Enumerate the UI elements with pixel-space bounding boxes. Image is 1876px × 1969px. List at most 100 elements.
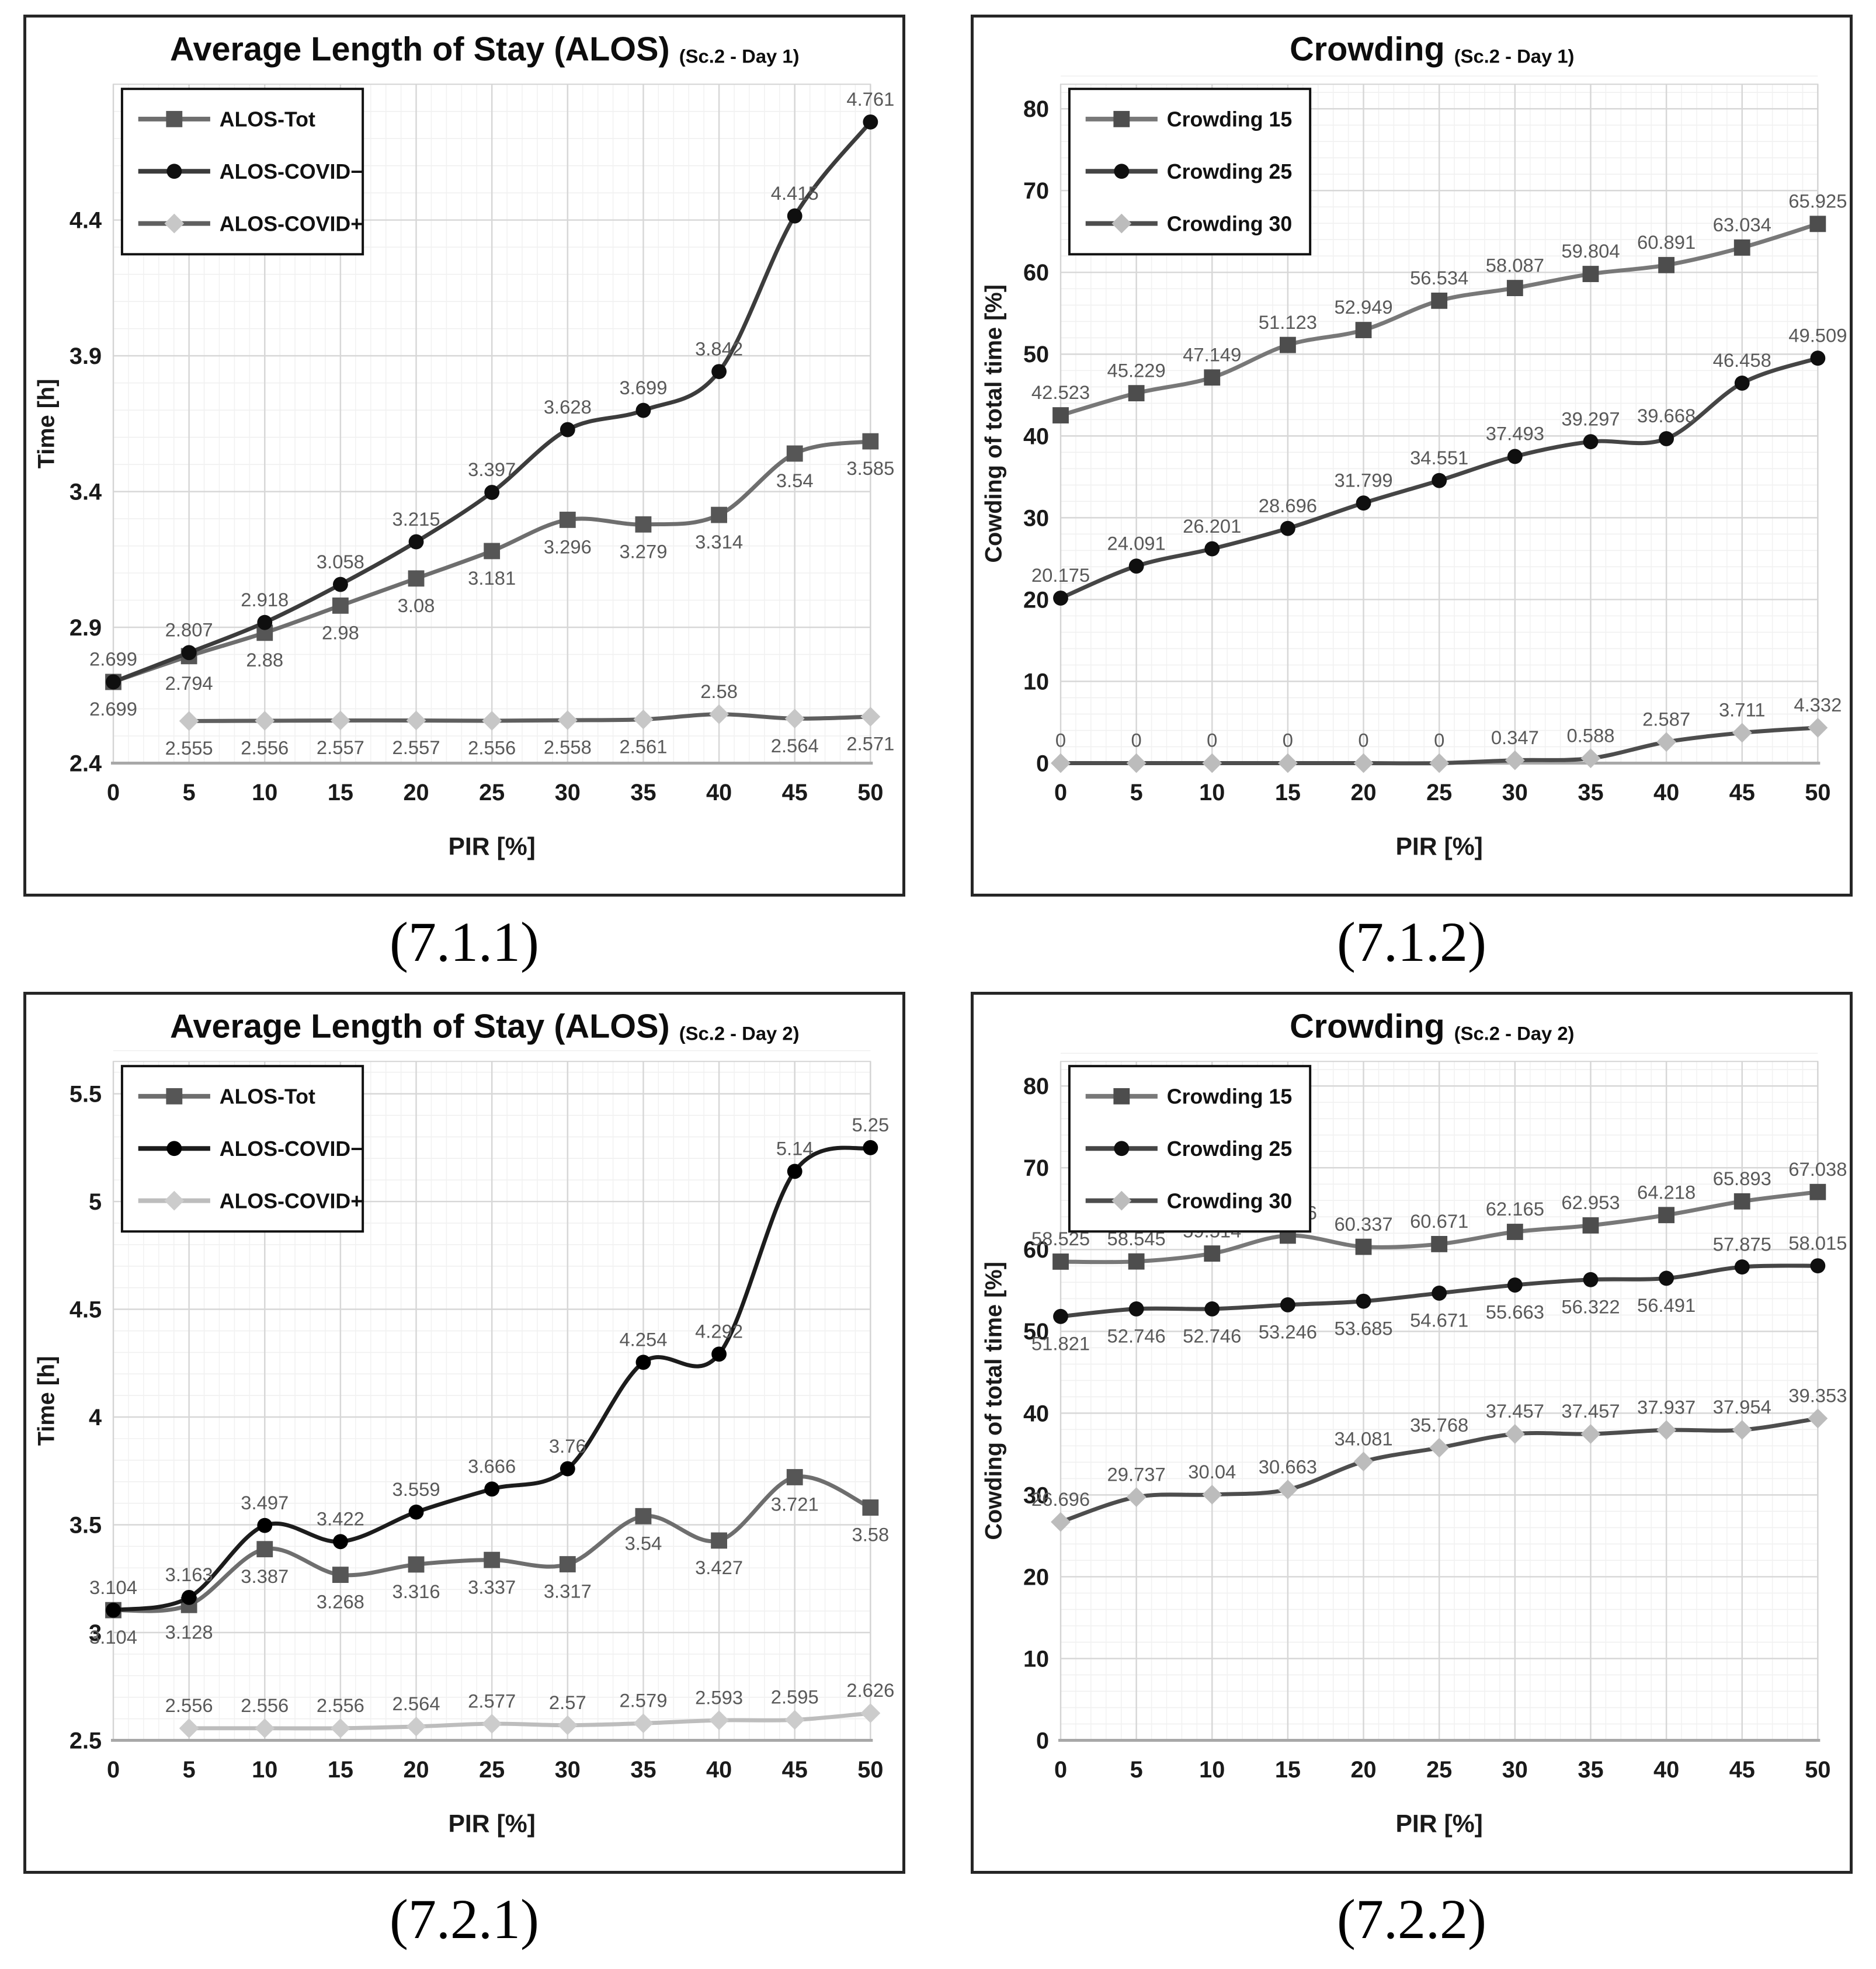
data-label: 37.493 (1486, 423, 1544, 444)
diamond-marker (709, 704, 729, 724)
chart-legend: Crowding 15 Crowding 25 Crowding 30 (1068, 88, 1312, 256)
circle-marker (257, 1517, 273, 1533)
data-label: 46.458 (1713, 349, 1771, 371)
data-label: 2.57 (549, 1692, 586, 1713)
y-tick-label: 3.9 (70, 343, 102, 369)
square-marker (1809, 1183, 1826, 1200)
data-label: 3.585 (846, 457, 894, 479)
square-marker (1052, 407, 1069, 423)
square-marker (332, 1567, 349, 1583)
data-label: 24.091 (1107, 532, 1166, 554)
data-label: 2.555 (165, 737, 213, 759)
diamond-marker (1656, 732, 1676, 752)
data-label: 2.558 (544, 737, 592, 758)
data-label: 49.509 (1788, 324, 1847, 346)
circle-marker (1659, 1270, 1674, 1286)
square-marker (166, 1088, 183, 1105)
data-label: 51.821 (1031, 1332, 1090, 1354)
circle-marker (1114, 164, 1130, 179)
x-tick-label: 40 (706, 780, 732, 805)
data-label: 2.699 (89, 648, 137, 670)
circle-marker (1204, 1301, 1220, 1317)
circle-marker (635, 402, 651, 418)
y-tick-label: 20 (1023, 587, 1049, 613)
square-marker (711, 1532, 727, 1549)
x-tick-label: 40 (1653, 780, 1679, 805)
square-marker (559, 1556, 576, 1572)
circle-marker (181, 645, 197, 661)
square-marker (1355, 322, 1372, 338)
data-label: 2.556 (241, 737, 289, 759)
alos-day2-panel: 2.5 3 3.5 4 4.5 5 5.5 0 5 10 15 20 25 30 35 40 45 50 PIR [… (23, 992, 905, 1874)
diamond-marker (1202, 753, 1222, 773)
square-marker (559, 512, 576, 528)
circle-marker (787, 208, 802, 224)
data-label: 35.768 (1410, 1414, 1468, 1436)
data-label: 5.25 (852, 1114, 889, 1135)
data-label: 2.88 (246, 649, 283, 671)
diamond-marker (482, 711, 502, 731)
diamond-marker (1126, 1487, 1147, 1507)
chart-legend: ALOS-Tot ALOS-COVID− ALOS-COVID+ (120, 88, 364, 256)
circle-marker (1053, 591, 1068, 606)
square-marker (1204, 1245, 1221, 1262)
square-marker (1431, 1236, 1448, 1252)
data-label: 2.556 (241, 1694, 289, 1716)
x-tick-label: 30 (555, 1757, 581, 1783)
circle-marker (1583, 1272, 1599, 1287)
y-tick-label: 0 (1036, 751, 1049, 776)
data-label: 0 (1283, 730, 1293, 751)
legend-label: ALOS-COVID+ (220, 213, 363, 236)
x-tick-label: 20 (1350, 1757, 1376, 1783)
data-label: 2.556 (468, 737, 516, 759)
legend-label: ALOS-COVID+ (220, 1190, 363, 1213)
data-label: 59.804 (1561, 240, 1620, 262)
diamond-marker (1808, 717, 1828, 738)
y-tick-label: 70 (1023, 178, 1049, 204)
x-tick-label: 10 (252, 1757, 277, 1783)
square-marker (1506, 1224, 1523, 1240)
series-alos-tot: 2.699 2.794 2.88 2.98 3.08 3.181 3.296 3.279 3.3… (89, 433, 894, 720)
data-label: 52.746 (1107, 1325, 1166, 1347)
x-axis-title: PIR [%] (1395, 832, 1482, 860)
data-label: 58.015 (1788, 1232, 1847, 1253)
data-label: 3.316 (392, 1581, 440, 1602)
crowding-day2-chart: 0 10 20 30 40 50 60 70 80 0 5 10 15 20 25 30 35 40 45 50 PIR… (981, 1008, 1847, 1838)
diamond-marker (179, 1718, 199, 1738)
diamond-marker (1278, 753, 1298, 773)
diamond-marker (1126, 753, 1147, 773)
y-tick-label: 5 (89, 1189, 102, 1215)
data-label: 54.671 (1410, 1310, 1468, 1331)
square-marker (1809, 216, 1826, 232)
data-label: 39.297 (1561, 408, 1620, 429)
x-tick-label: 5 (183, 1757, 196, 1783)
circle-marker (1810, 1258, 1826, 1274)
data-label: 39.353 (1788, 1385, 1847, 1407)
x-tick-label: 20 (403, 780, 429, 805)
y-tick-label: 4 (89, 1405, 102, 1430)
circle-marker (106, 674, 121, 690)
diamond-marker (1429, 753, 1450, 773)
y-tick-label: 80 (1023, 96, 1049, 122)
data-label: 2.595 (771, 1686, 819, 1708)
data-label: 3.104 (89, 1626, 137, 1648)
data-label: 26.696 (1031, 1488, 1090, 1510)
diamond-marker (255, 711, 275, 731)
series-crowding-30: 0 0 0 0 0 0 0.347 0.588 2.587 3.711 4.332 (1051, 694, 1842, 773)
data-label: 2.807 (165, 619, 213, 640)
chart-title: Average Length of Stay (ALOS) (Sc.2 - Da… (170, 31, 800, 68)
data-label: 4.254 (619, 1329, 667, 1350)
diamond-marker (406, 1716, 426, 1737)
circle-marker (1507, 1277, 1523, 1293)
legend-label: ALOS-COVID− (220, 1137, 363, 1161)
circle-marker (1734, 1259, 1750, 1275)
data-label: 2.579 (619, 1690, 667, 1711)
data-label: 60.671 (1410, 1210, 1468, 1232)
diamond-marker (1353, 1451, 1374, 1472)
square-marker (1733, 1193, 1750, 1210)
square-marker (408, 1556, 425, 1573)
circle-marker (1128, 558, 1144, 574)
diamond-marker (331, 710, 350, 731)
square-marker (1280, 336, 1296, 353)
